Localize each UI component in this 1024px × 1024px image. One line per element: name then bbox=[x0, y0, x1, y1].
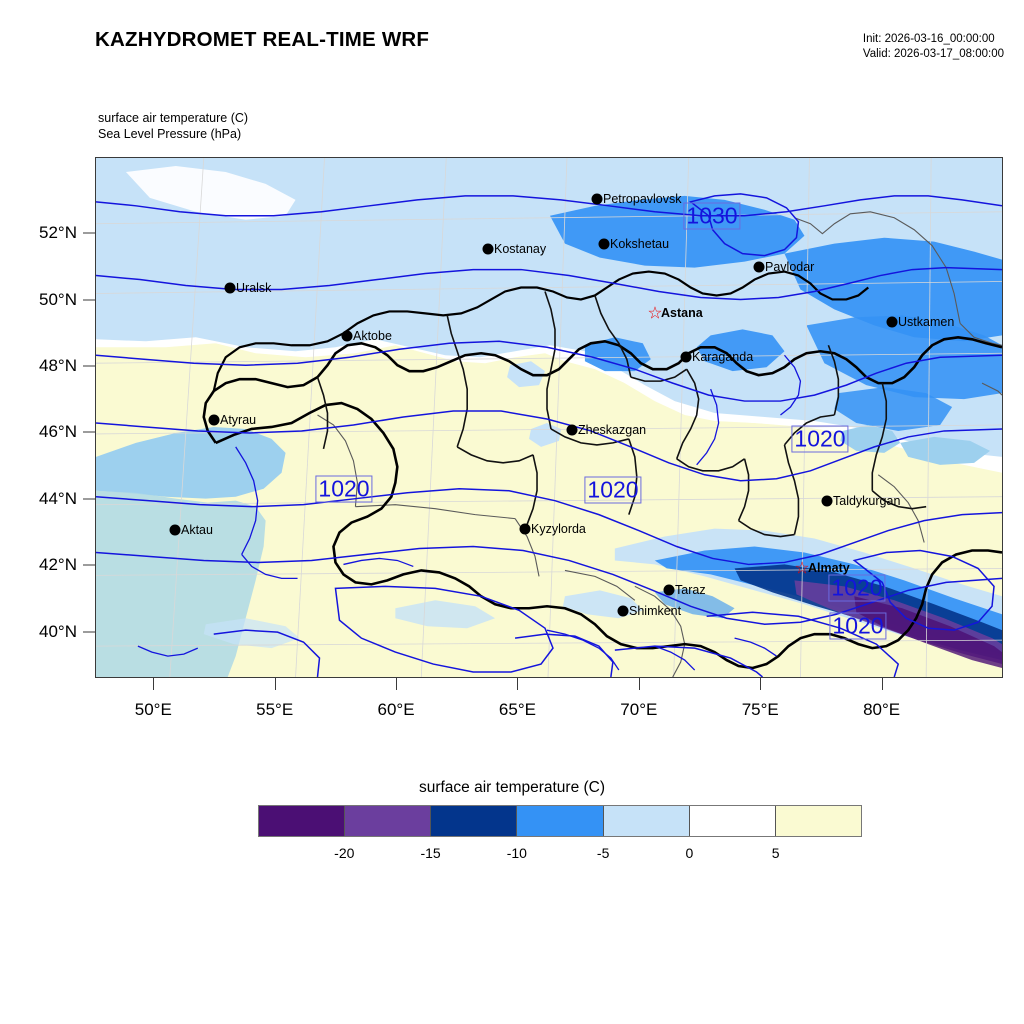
lat-label: 50°N bbox=[39, 289, 77, 309]
lon-tick bbox=[881, 678, 883, 690]
colorbar-segment bbox=[689, 806, 776, 836]
isobars bbox=[96, 193, 1002, 677]
lon-label: 50°E bbox=[134, 700, 172, 719]
lat-tick bbox=[83, 564, 95, 566]
lat-label: 52°N bbox=[39, 223, 77, 243]
colorbar-segment bbox=[775, 806, 861, 836]
lon-label: 80°E bbox=[863, 700, 901, 719]
lon-tick bbox=[153, 678, 155, 690]
mountain-speckle-3 bbox=[395, 600, 496, 629]
temp-patch-m10-east bbox=[806, 315, 1002, 400]
lat-tick bbox=[83, 631, 95, 633]
lon-tick bbox=[396, 678, 398, 690]
temp-patch-m10-pavlodar bbox=[696, 329, 785, 372]
lat-label: 42°N bbox=[39, 555, 77, 575]
graticule bbox=[96, 158, 1002, 677]
mountain-band-below-m20 bbox=[854, 596, 1002, 669]
lon-label: 60°E bbox=[377, 700, 415, 719]
aral-lake-south bbox=[529, 422, 561, 447]
field-caption-pressure: Sea Level Pressure (hPa) bbox=[98, 127, 242, 141]
init-time: Init: 2026-03-16_00:00:00 bbox=[862, 33, 995, 45]
kazakhstan-border-north bbox=[202, 336, 1002, 444]
lon-label: 65°E bbox=[498, 700, 536, 719]
north-blue-patch bbox=[329, 171, 476, 214]
lat-tick bbox=[83, 431, 95, 433]
valid-time: Valid: 2026-03-17_08:00:00 bbox=[862, 48, 1004, 60]
colorbar-tick-label: -15 bbox=[420, 845, 441, 861]
colorbar-tick-label: -10 bbox=[506, 845, 527, 861]
lat-tick bbox=[83, 299, 95, 301]
colorbar-tick-label: 5 bbox=[771, 845, 780, 861]
lon-tick bbox=[517, 678, 519, 690]
page-title: KAZHYDROMET REAL-TIME WRF bbox=[95, 28, 430, 51]
kazakhstan-border-russia bbox=[212, 270, 869, 392]
colorbar-tick-label: -20 bbox=[334, 845, 355, 861]
colorbar-segment bbox=[431, 806, 518, 836]
lon-label: 75°E bbox=[741, 700, 779, 719]
balkhash-lake-east bbox=[900, 436, 991, 465]
colorbar-title: surface air temperature (C) bbox=[418, 779, 606, 796]
lat-label: 48°N bbox=[39, 356, 77, 376]
colorbar bbox=[258, 805, 862, 837]
lon-tick bbox=[760, 678, 762, 690]
field-caption: surface air temperature (C) Sea Level Pr… bbox=[98, 110, 248, 142]
lat-tick bbox=[83, 498, 95, 500]
temp-band-5-10-central bbox=[390, 395, 615, 517]
caspian-north bbox=[96, 426, 286, 499]
lat-tick bbox=[83, 232, 95, 234]
lat-label: 40°N bbox=[39, 621, 77, 641]
temp-patch-m10-northeast bbox=[784, 237, 1002, 342]
colorbar-segment bbox=[259, 806, 346, 836]
field-caption-temperature: surface air temperature (C) bbox=[98, 111, 249, 125]
colorbar-ticks: -20 -15 -10 -5 0 5 bbox=[258, 845, 862, 869]
colorbar-segment bbox=[345, 806, 432, 836]
temp-patch-m10-zaisan bbox=[834, 387, 953, 431]
colorbar-tick-label: -5 bbox=[596, 845, 610, 861]
latitude-axis: 52°N 50°N 48°N 46°N 44°N 42°N 40°N bbox=[0, 157, 95, 678]
neighbour-borders bbox=[317, 211, 1002, 677]
mountain-speckle-4 bbox=[203, 618, 300, 649]
balkhash-lake bbox=[840, 424, 901, 453]
lat-label: 44°N bbox=[39, 488, 77, 508]
north-white-patch bbox=[125, 165, 296, 220]
temp-patch-m10-northcentral bbox=[549, 195, 805, 268]
lon-label: 70°E bbox=[620, 700, 658, 719]
mountain-speckle-1 bbox=[654, 588, 735, 619]
longitude-axis: 50°E 55°E 60°E 65°E 70°E 75°E 80°E bbox=[95, 678, 1003, 738]
colorbar-segment bbox=[517, 806, 604, 836]
map-canvas bbox=[96, 158, 1002, 677]
map-panel[interactable] bbox=[95, 157, 1003, 678]
colorbar-tick-label: 0 bbox=[685, 845, 694, 861]
lat-tick bbox=[83, 365, 95, 367]
lon-tick bbox=[274, 678, 276, 690]
lon-label: 55°E bbox=[256, 700, 294, 719]
model-run-info: Init: 2026-03-16_00:00:00 Valid: 2026-03… bbox=[863, 32, 1004, 62]
colorbar-segment bbox=[603, 806, 690, 836]
temp-patch-m10-central bbox=[584, 337, 651, 372]
lon-tick bbox=[638, 678, 640, 690]
oblast-boundaries bbox=[316, 291, 927, 538]
lat-label: 46°N bbox=[39, 422, 77, 442]
